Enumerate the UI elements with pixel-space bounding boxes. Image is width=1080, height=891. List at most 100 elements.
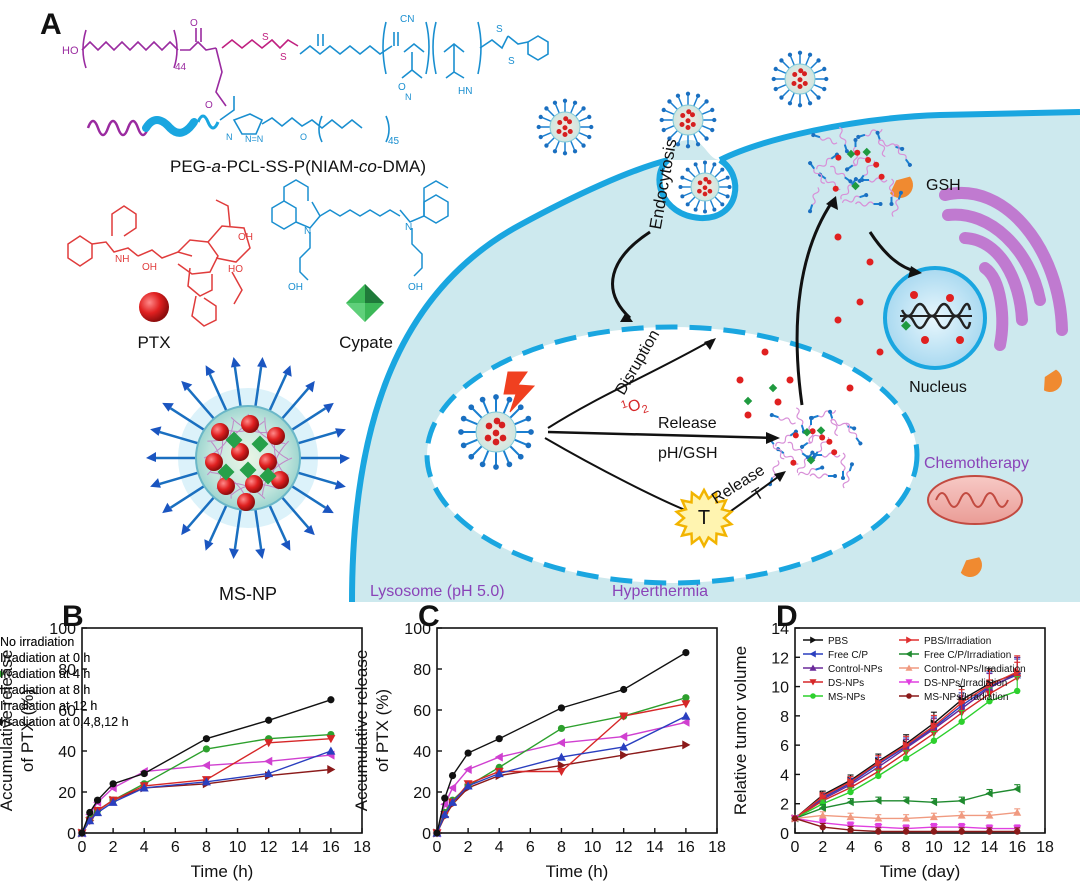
y-tick-label: 4 (780, 767, 789, 784)
x-axis-label: Time (day) (880, 862, 961, 881)
y-tick-label: 20 (58, 785, 76, 802)
data-point (1014, 687, 1021, 695)
data-point (929, 812, 938, 821)
plot-frame (81, 627, 363, 834)
x-tick-label: 18 (353, 839, 371, 856)
legend-entry: No irradiation (0, 635, 74, 649)
data-point (108, 797, 118, 806)
data-point (440, 799, 449, 809)
data-point (619, 732, 628, 742)
x-tick-label: 12 (260, 839, 278, 856)
x-tick-label: 0 (791, 839, 800, 856)
y-axis-label: Relative tumor volume (731, 646, 750, 815)
svg-text:OH: OH (142, 262, 157, 273)
y-tick-label: 60 (413, 703, 431, 720)
svg-text:HO: HO (228, 264, 243, 275)
polymer-structure: HO 44 O O S S CN O N HN S S (62, 14, 549, 147)
data-point (448, 772, 457, 780)
disassembled-micelle-lysosome (767, 407, 863, 489)
cypate-label: Cypate (339, 333, 393, 352)
data-point (930, 737, 938, 744)
x-axis-label: Time (h) (191, 862, 254, 881)
x-tick-label: 8 (902, 839, 911, 856)
legend-label: DS-NPs (828, 678, 864, 689)
x-tick-label: 4 (846, 839, 855, 856)
cypate-structure (271, 179, 449, 281)
data-point (1013, 785, 1021, 794)
data-point (875, 758, 883, 767)
data-point (874, 814, 883, 822)
series-9 (791, 815, 1021, 835)
legend-label: Free C/P/Irradiation (924, 650, 1011, 661)
data-point (681, 711, 691, 720)
data-point (556, 738, 566, 748)
hyperthermia-icon: T (674, 487, 734, 549)
data-point (327, 764, 336, 774)
svg-text:N: N (226, 132, 233, 142)
data-point (85, 816, 95, 825)
data-point (440, 810, 450, 819)
legend-label: No irradiation (0, 635, 74, 649)
legend-marker (0, 670, 4, 678)
data-point (985, 811, 994, 819)
svg-text:OH: OH (288, 282, 303, 293)
ms-np-large (146, 357, 350, 559)
data-point (464, 749, 472, 757)
data-point (441, 794, 449, 802)
legend-label: Irradiation at 0 h (0, 651, 90, 665)
data-point (201, 760, 211, 770)
data-point (463, 781, 473, 790)
chart-d: 0 2 4 6 8 10 12 14 16 18 0 2 4 6 8 10 12 14 Time (day) Rela… (731, 621, 1054, 881)
series-5 (78, 696, 335, 837)
legend-marker (809, 664, 817, 671)
data-point (930, 828, 938, 835)
data-point (326, 746, 336, 755)
panel-label-c: C (418, 600, 440, 633)
data-point (958, 828, 965, 835)
data-point (818, 811, 827, 819)
data-point (264, 769, 274, 778)
svg-text:S: S (508, 56, 515, 67)
data-point (846, 812, 855, 821)
singlet-oxygen-label: 1O2 (619, 392, 650, 422)
x-tick-label: 18 (708, 839, 726, 856)
ptx-label: PTX (137, 333, 170, 352)
legend-entry: MS-NPs/Irradiation (899, 692, 1008, 703)
y-tick-label: 20 (413, 785, 431, 802)
y-axis-label: Accumulative release (0, 650, 16, 812)
svg-text:N: N (304, 226, 311, 237)
series-line (436, 721, 687, 834)
svg-text:OH: OH (408, 282, 423, 293)
data-point (93, 796, 102, 804)
x-axis-label: Time (h) (546, 862, 609, 881)
data-point (958, 698, 966, 707)
released-ptx-dots (736, 233, 884, 419)
series-1 (432, 717, 690, 838)
nanoparticle-endocytosed (678, 160, 732, 214)
pcl-subscript: 44 (175, 62, 187, 73)
peg-subscript: 45 (388, 136, 400, 147)
x-tick-label: 10 (229, 839, 247, 856)
x-tick-label: 18 (1036, 839, 1054, 856)
legend-entry: DS-NPs/Irradiation (899, 678, 1007, 689)
cell-membrane (349, 157, 669, 603)
data-point (556, 767, 566, 776)
svg-text:N=N: N=N (245, 134, 263, 144)
series-5 (433, 649, 690, 837)
data-point (93, 808, 103, 817)
data-point (327, 696, 335, 704)
nucleus (883, 266, 987, 370)
data-point (265, 716, 273, 724)
legend-entry: Free C/P (803, 650, 868, 661)
nanoparticle-extracellular-3 (771, 50, 829, 108)
data-point (929, 798, 938, 807)
y-axis-label: of PTX (%) (18, 689, 37, 772)
legend-marker (906, 693, 912, 699)
legend-label: Irradiation at 0,4,8,12 h (0, 715, 129, 729)
golgi-apparatus (939, 187, 1068, 351)
x-tick-label: 6 (874, 839, 883, 856)
data-point (902, 796, 910, 805)
data-point (902, 828, 910, 835)
